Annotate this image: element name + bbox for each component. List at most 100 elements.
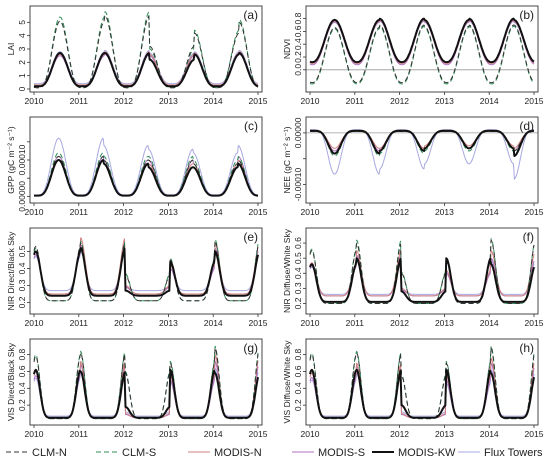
- series-group: [309, 17, 535, 85]
- y-tick-label: 0.00000: [293, 117, 303, 148]
- series-line-clm-s: [33, 345, 259, 420]
- legend-label: Flux Towers: [484, 447, 543, 459]
- y-axis-label: VIS Diffuse/White Sky: [282, 340, 292, 424]
- x-tick-label: 2013: [435, 96, 454, 106]
- y-tick-label: 0.2: [293, 51, 303, 63]
- y-tick-label: 0.4: [293, 382, 303, 394]
- series-line-flux: [33, 250, 259, 292]
- x-tick-label: 2013: [435, 429, 454, 439]
- panel-label: (d): [519, 119, 534, 133]
- y-tick-label: 0.5: [293, 252, 303, 264]
- series-line-modis-s: [309, 254, 535, 297]
- series-line-clm-n: [33, 347, 259, 420]
- x-tick-label: 2013: [159, 96, 178, 106]
- panel-c: 2010 2011 2012 2013 2014 2015 0.00000 0.00010GP…: [6, 116, 268, 217]
- y-tick-label: 1: [17, 73, 27, 78]
- x-tick-label: 2012: [114, 207, 133, 217]
- y-tick-label: 0.2: [293, 399, 303, 411]
- legend-item-modis-n: MODIS-N: [188, 447, 262, 459]
- panel-label: (h): [519, 341, 534, 355]
- legend-item-modis-s: MODIS-S: [292, 447, 365, 459]
- x-tick-label: 2015: [525, 207, 544, 217]
- y-tick-label: 0.8: [293, 12, 303, 24]
- x-tick-label: 2010: [301, 96, 320, 106]
- x-tick-label: 2012: [114, 96, 133, 106]
- series-group: [309, 129, 535, 180]
- plot-frame: [305, 116, 539, 204]
- x-tick-label: 2015: [249, 318, 268, 328]
- legend-item-clm-s: CLM-S: [96, 447, 156, 459]
- x-tick-label: 2011: [70, 429, 89, 439]
- x-tick-label: 2015: [249, 96, 268, 106]
- legend-label: CLM-S: [122, 447, 156, 459]
- x-tick-label: 2013: [159, 207, 178, 217]
- y-tick-label: 0.3: [293, 282, 303, 294]
- panel-label: (c): [244, 119, 258, 133]
- series-group: [309, 345, 535, 420]
- panel-e: 2010 2011 2012 2013 2014 2015 0.2 0.3 0.4 0.5NIR …: [6, 227, 268, 328]
- x-tick-label: 2014: [204, 96, 223, 106]
- x-tick-label: 2010: [25, 429, 44, 439]
- y-tick-label: 0.2: [293, 297, 303, 309]
- x-tick-label: 2014: [480, 207, 499, 217]
- series-line-clm-n: [309, 347, 535, 420]
- series-line-modis-kw: [33, 159, 259, 197]
- y-tick-label: 0.5: [17, 245, 27, 257]
- x-tick-label: 2011: [70, 318, 89, 328]
- x-tick-label: 2012: [114, 318, 133, 328]
- plot-frame: [29, 338, 263, 426]
- plot-frame: [305, 227, 539, 315]
- y-tick-label: 0.00000: [17, 181, 27, 212]
- y-tick-label: -0.00010: [293, 167, 303, 201]
- y-axis-label: NDVI: [282, 39, 292, 59]
- legend-label: MODIS-N: [214, 447, 262, 459]
- panel-h: 2010 2011 2012 2013 2014 2015 0.2 0.4 0.6 0.8VIS …: [282, 338, 544, 439]
- x-tick-label: 2012: [390, 318, 409, 328]
- y-tick-label: 0.6: [17, 365, 27, 377]
- y-tick-label: 0: [17, 86, 27, 91]
- series-line-flux: [309, 369, 535, 417]
- y-tick-label: 0.4: [293, 267, 303, 279]
- x-tick-label: 2011: [346, 207, 365, 217]
- y-tick-label: 0.3: [17, 279, 27, 291]
- y-tick-label: 2: [17, 60, 27, 65]
- y-tick-label: 0.4: [293, 38, 303, 50]
- series-line-modis-s: [309, 362, 535, 419]
- y-tick-label: 0.8: [17, 348, 27, 360]
- y-tick-label: 0.0: [293, 64, 303, 76]
- x-tick-label: 2014: [204, 318, 223, 328]
- y-axis-label: VIS Direct/Black Sky: [6, 342, 16, 421]
- y-tick-label: 0.2: [17, 296, 27, 308]
- y-tick-label: 0.6: [293, 365, 303, 377]
- legend-item-clm-n: CLM-N: [6, 447, 67, 459]
- x-tick-label: 2010: [25, 207, 44, 217]
- y-tick-label: 3: [17, 46, 27, 51]
- panel-label: (e): [243, 230, 258, 244]
- series-group: [33, 237, 259, 302]
- series-line-clm-s: [309, 25, 535, 85]
- plot-frame: [29, 116, 263, 204]
- panel-label: (a): [243, 8, 258, 22]
- panel-label: (b): [519, 8, 534, 22]
- series-line-modis-kw: [309, 129, 535, 157]
- y-axis-label: NIR Diffuse/White Sky: [282, 228, 292, 313]
- x-tick-label: 2010: [25, 318, 44, 328]
- x-tick-label: 2014: [204, 429, 223, 439]
- y-tick-label: 0.4: [17, 262, 27, 274]
- y-axis-label: NIR Direct/Black Sky: [6, 231, 16, 311]
- series-line-modis-kw: [309, 17, 535, 64]
- panel-a: 2010 2011 2012 2013 2014 2015 0 1 2 3 4 5 LAI (a): [6, 5, 268, 106]
- y-tick-label: 0.6: [293, 25, 303, 37]
- series-group: [33, 137, 259, 197]
- series-line-clm-s: [309, 238, 535, 304]
- x-tick-label: 2012: [114, 429, 133, 439]
- x-tick-label: 2011: [346, 429, 365, 439]
- x-tick-label: 2014: [480, 429, 499, 439]
- series-line-modis-kw: [33, 368, 259, 419]
- y-tick-label: 0.00010: [17, 144, 27, 175]
- panel-label: (f): [523, 230, 534, 244]
- y-tick-label: 0.8: [293, 348, 303, 360]
- x-tick-label: 2014: [204, 207, 223, 217]
- y-axis-label: NEE (gC m⁻² s⁻¹): [282, 126, 292, 193]
- x-tick-label: 2011: [70, 207, 89, 217]
